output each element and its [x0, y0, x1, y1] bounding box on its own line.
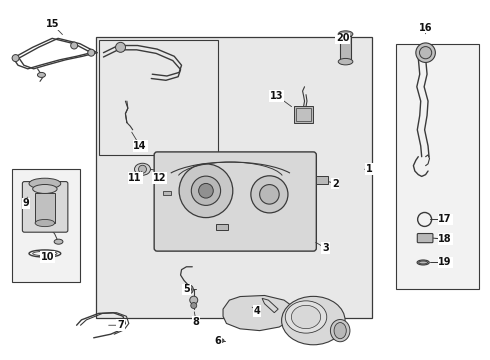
- Ellipse shape: [330, 319, 350, 342]
- Text: 6: 6: [215, 336, 221, 346]
- Bar: [164, 191, 171, 195]
- FancyBboxPatch shape: [23, 181, 68, 232]
- Circle shape: [116, 42, 125, 52]
- Circle shape: [12, 55, 19, 62]
- Ellipse shape: [217, 339, 222, 342]
- Ellipse shape: [334, 323, 346, 339]
- Circle shape: [88, 49, 95, 56]
- Ellipse shape: [135, 163, 150, 175]
- Text: 19: 19: [439, 257, 452, 267]
- Text: 11: 11: [128, 173, 142, 183]
- Bar: [12, 169, 80, 282]
- Text: 9: 9: [23, 198, 30, 208]
- Text: 5: 5: [183, 284, 190, 294]
- Ellipse shape: [37, 72, 46, 77]
- Ellipse shape: [338, 31, 353, 37]
- FancyBboxPatch shape: [417, 234, 433, 243]
- Polygon shape: [262, 298, 278, 313]
- Text: 10: 10: [41, 252, 54, 262]
- Circle shape: [184, 285, 194, 294]
- Text: 16: 16: [419, 23, 432, 33]
- Ellipse shape: [35, 220, 55, 226]
- Text: 20: 20: [336, 33, 349, 43]
- Circle shape: [260, 185, 279, 204]
- Circle shape: [198, 184, 213, 198]
- FancyBboxPatch shape: [154, 152, 317, 251]
- Text: 8: 8: [193, 317, 199, 327]
- Ellipse shape: [417, 260, 429, 265]
- Ellipse shape: [285, 301, 327, 333]
- Circle shape: [179, 164, 233, 217]
- Ellipse shape: [338, 58, 353, 65]
- Ellipse shape: [419, 261, 428, 264]
- Ellipse shape: [215, 338, 224, 343]
- Circle shape: [191, 302, 197, 309]
- Text: 15: 15: [46, 19, 59, 29]
- Ellipse shape: [292, 305, 320, 329]
- Circle shape: [191, 176, 220, 206]
- Bar: [35, 193, 55, 223]
- Text: 7: 7: [117, 320, 124, 330]
- Ellipse shape: [33, 184, 57, 193]
- Ellipse shape: [29, 178, 61, 189]
- Circle shape: [190, 296, 198, 304]
- Bar: [216, 224, 228, 230]
- Ellipse shape: [416, 43, 435, 62]
- Ellipse shape: [419, 46, 432, 59]
- Text: 3: 3: [322, 243, 329, 253]
- Circle shape: [186, 287, 192, 292]
- Bar: [316, 176, 328, 184]
- Text: 17: 17: [439, 215, 452, 224]
- Text: 14: 14: [133, 141, 147, 151]
- Ellipse shape: [282, 296, 345, 345]
- Circle shape: [139, 165, 147, 173]
- Ellipse shape: [54, 239, 63, 244]
- Bar: [294, 107, 313, 123]
- Text: 13: 13: [270, 91, 284, 101]
- Text: 1: 1: [366, 164, 373, 174]
- Text: 18: 18: [439, 234, 452, 244]
- Text: 4: 4: [254, 306, 261, 316]
- Bar: [96, 37, 372, 318]
- Bar: [340, 35, 351, 62]
- Polygon shape: [223, 296, 294, 330]
- Bar: [98, 40, 218, 155]
- Circle shape: [71, 42, 77, 49]
- Circle shape: [251, 176, 288, 213]
- Bar: [296, 108, 311, 121]
- Text: 12: 12: [153, 173, 166, 183]
- Bar: [396, 44, 479, 289]
- Text: 2: 2: [332, 179, 339, 189]
